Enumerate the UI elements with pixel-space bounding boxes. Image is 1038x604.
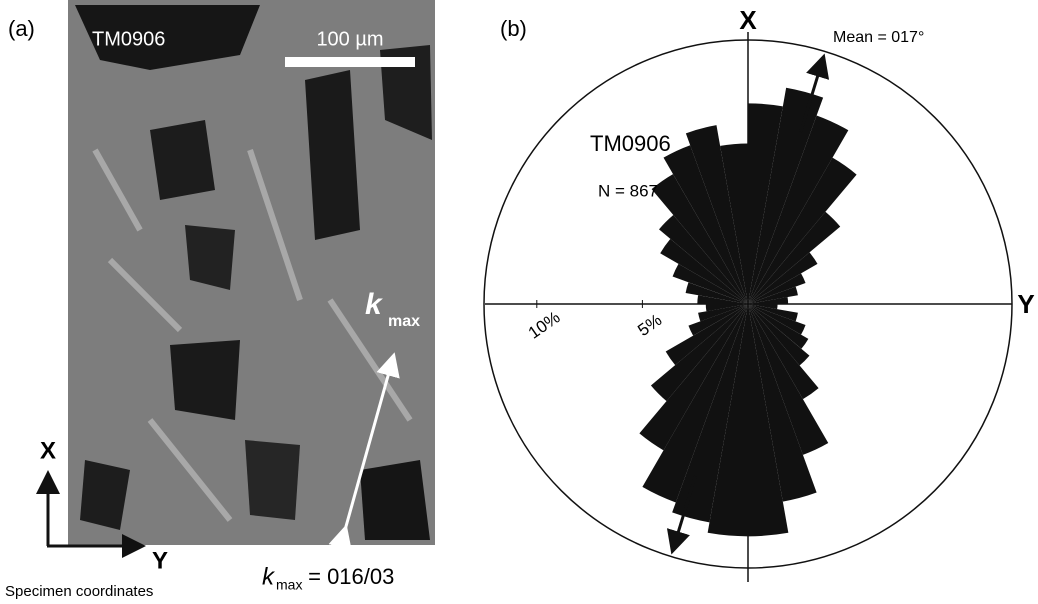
figure: (a) TM0906 100 µm k max X Y Specimen coo…: [0, 0, 1038, 604]
panel-label: (b): [500, 16, 527, 41]
axis-x-label: X: [739, 5, 757, 35]
coord-y-label: Y: [152, 547, 168, 574]
count-label: N = 867: [598, 181, 658, 200]
sample-label: TM0906: [92, 28, 165, 50]
sample-label: TM0906: [590, 131, 671, 156]
mean-label: Mean = 017°: [833, 29, 924, 46]
coord-caption: Specimen coordinates: [5, 583, 153, 600]
r-tick-label: 10%: [525, 308, 564, 343]
kmax-subscript: max: [276, 577, 302, 593]
scale-bar-label: 100 µm: [316, 28, 383, 50]
kmax-symbol: k: [365, 288, 383, 321]
panel-label: (a): [8, 16, 35, 41]
r-tick-label: 5%: [634, 310, 665, 340]
kmax-value: = 016/03: [302, 564, 394, 589]
micrograph: [68, 0, 435, 545]
rose-diagram: 10% 5%: [484, 32, 1012, 582]
axis-y-label: Y: [1017, 289, 1034, 319]
coord-x-label: X: [40, 437, 56, 464]
kmax-symbol: k: [262, 563, 276, 590]
kmax-subscript: max: [388, 313, 420, 330]
